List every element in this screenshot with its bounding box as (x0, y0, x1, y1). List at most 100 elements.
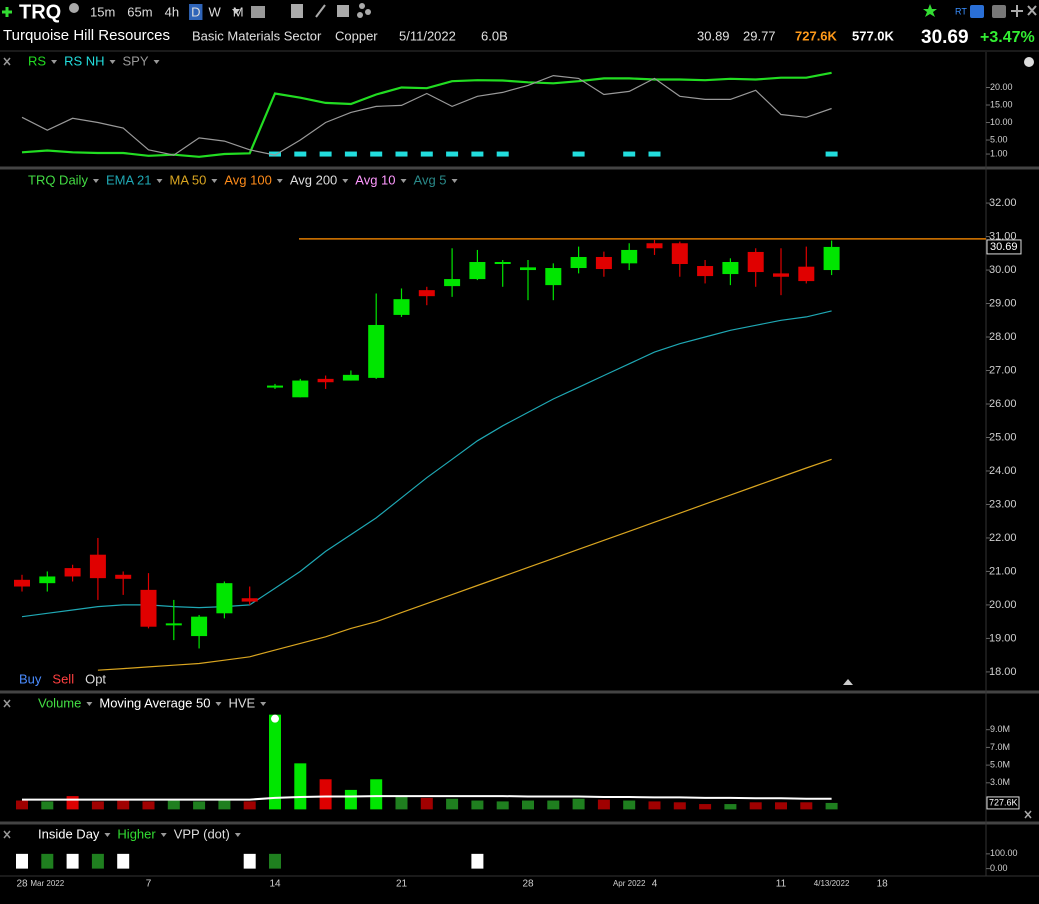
close[interactable] (1024, 810, 1032, 819)
legend-item[interactable]: Avg 200 (290, 172, 337, 187)
legend-item[interactable]: VPP (dot) (174, 826, 230, 841)
y-tick-label: 7.0M (990, 742, 1010, 752)
legend-dropdown[interactable] (156, 179, 163, 183)
collapse[interactable] (843, 679, 853, 685)
legend-item[interactable]: RS (28, 53, 46, 68)
legend-item[interactable]: RS NH (64, 53, 104, 68)
close-panel[interactable] (3, 57, 11, 66)
x-tick-label: 14 (269, 879, 281, 890)
trade-button[interactable]: Sell (52, 671, 74, 686)
legend-dropdown[interactable] (92, 179, 99, 183)
legend-item[interactable]: EMA 21 (106, 172, 152, 187)
new-high-marker (572, 151, 585, 157)
legend-dropdown[interactable] (109, 60, 116, 64)
bar (699, 804, 712, 810)
company-name: Turquoise Hill Resources (3, 27, 170, 44)
palette[interactable] (1024, 57, 1034, 67)
close-panel[interactable] (3, 830, 11, 839)
legend-item[interactable]: Volume (38, 695, 81, 710)
legend-item[interactable]: Avg 100 (224, 172, 271, 187)
candle-body (317, 378, 334, 383)
candle-body (267, 385, 283, 388)
legend-dropdown[interactable] (215, 702, 222, 706)
symbol[interactable]: TRQ (19, 1, 61, 23)
y-tick-label: 10.00 (990, 117, 1013, 127)
y-tick-label: 19.00 (989, 632, 1017, 644)
icon[interactable] (970, 5, 984, 18)
icon[interactable] (359, 3, 365, 9)
legend-item[interactable]: Inside Day (38, 826, 100, 841)
line (97, 458, 832, 671)
icon[interactable] (69, 3, 79, 13)
icon[interactable] (291, 4, 303, 18)
legend-dropdown[interactable] (342, 179, 349, 183)
interval[interactable]: 4h (165, 4, 179, 19)
bar (749, 802, 762, 810)
new-high-marker (648, 151, 661, 157)
y-tick-label: 18.00 (989, 666, 1017, 678)
icon[interactable] (357, 12, 363, 18)
legend-dropdown[interactable] (400, 179, 407, 183)
candle-body (798, 266, 815, 282)
new-high-marker (496, 151, 509, 157)
y-tick-label: 5.0M (990, 759, 1010, 769)
icon[interactable] (365, 9, 371, 15)
close-icon[interactable] (1027, 5, 1037, 16)
market-cap: 6.0B (481, 28, 508, 43)
interval[interactable]: 15m (90, 4, 115, 19)
interval[interactable]: W (208, 4, 221, 19)
legend-dropdown[interactable] (234, 833, 241, 837)
interval[interactable]: 65m (127, 4, 152, 19)
realtime[interactable]: RT (955, 6, 967, 16)
candle-body (140, 589, 157, 627)
legend-dropdown[interactable] (160, 833, 167, 837)
dropdown[interactable] (232, 9, 240, 14)
bar (825, 802, 838, 810)
legend-item[interactable]: MA 50 (169, 172, 206, 187)
avg-volume: 577.0K (852, 28, 895, 43)
interval[interactable]: M (233, 4, 244, 19)
last-price-box (986, 239, 1022, 255)
low: 29.77 (743, 28, 776, 43)
y-tick-label: 5.00 (990, 134, 1008, 144)
trade-button[interactable]: Opt (85, 671, 106, 686)
trade-button[interactable]: Buy (19, 671, 42, 686)
bar (91, 853, 104, 869)
y-tick-label: 21.00 (989, 565, 1017, 577)
line (21, 310, 832, 618)
legend-dropdown[interactable] (104, 833, 111, 837)
y-tick-label: 1.00 (990, 148, 1008, 158)
icon[interactable] (337, 5, 349, 17)
star[interactable] (923, 4, 937, 17)
bar (16, 853, 28, 869)
legend-item[interactable]: HVE (228, 695, 255, 710)
bar (496, 801, 509, 810)
add-icon[interactable] (2, 7, 12, 17)
legend-item[interactable]: Avg 5 (414, 172, 447, 187)
icon[interactable] (992, 5, 1006, 18)
legend-item[interactable]: SPY (123, 53, 149, 68)
legend-item[interactable]: Moving Average 50 (99, 695, 210, 710)
interval[interactable]: D (191, 4, 200, 19)
legend-dropdown[interactable] (276, 179, 283, 183)
candle-body (39, 576, 56, 584)
legend-item[interactable]: Higher (117, 826, 156, 841)
legend-dropdown[interactable] (153, 60, 160, 64)
candle-body (89, 554, 106, 579)
bar (66, 796, 79, 810)
candle-body (520, 267, 536, 271)
legend-dropdown[interactable] (260, 702, 267, 706)
y-tick-label: 27.00 (989, 364, 1017, 376)
legend-dropdown[interactable] (51, 60, 58, 64)
bar (117, 853, 130, 869)
move-icon[interactable] (1011, 5, 1023, 17)
close-panel[interactable] (3, 699, 11, 708)
legend-item[interactable]: TRQ Daily (28, 172, 88, 187)
legend-dropdown[interactable] (451, 179, 458, 183)
bar (319, 779, 332, 810)
legend-dropdown[interactable] (211, 179, 218, 183)
legend-dropdown[interactable] (86, 702, 93, 706)
icon[interactable] (315, 4, 326, 18)
icon[interactable] (251, 6, 265, 18)
legend-item[interactable]: Avg 10 (355, 172, 395, 187)
